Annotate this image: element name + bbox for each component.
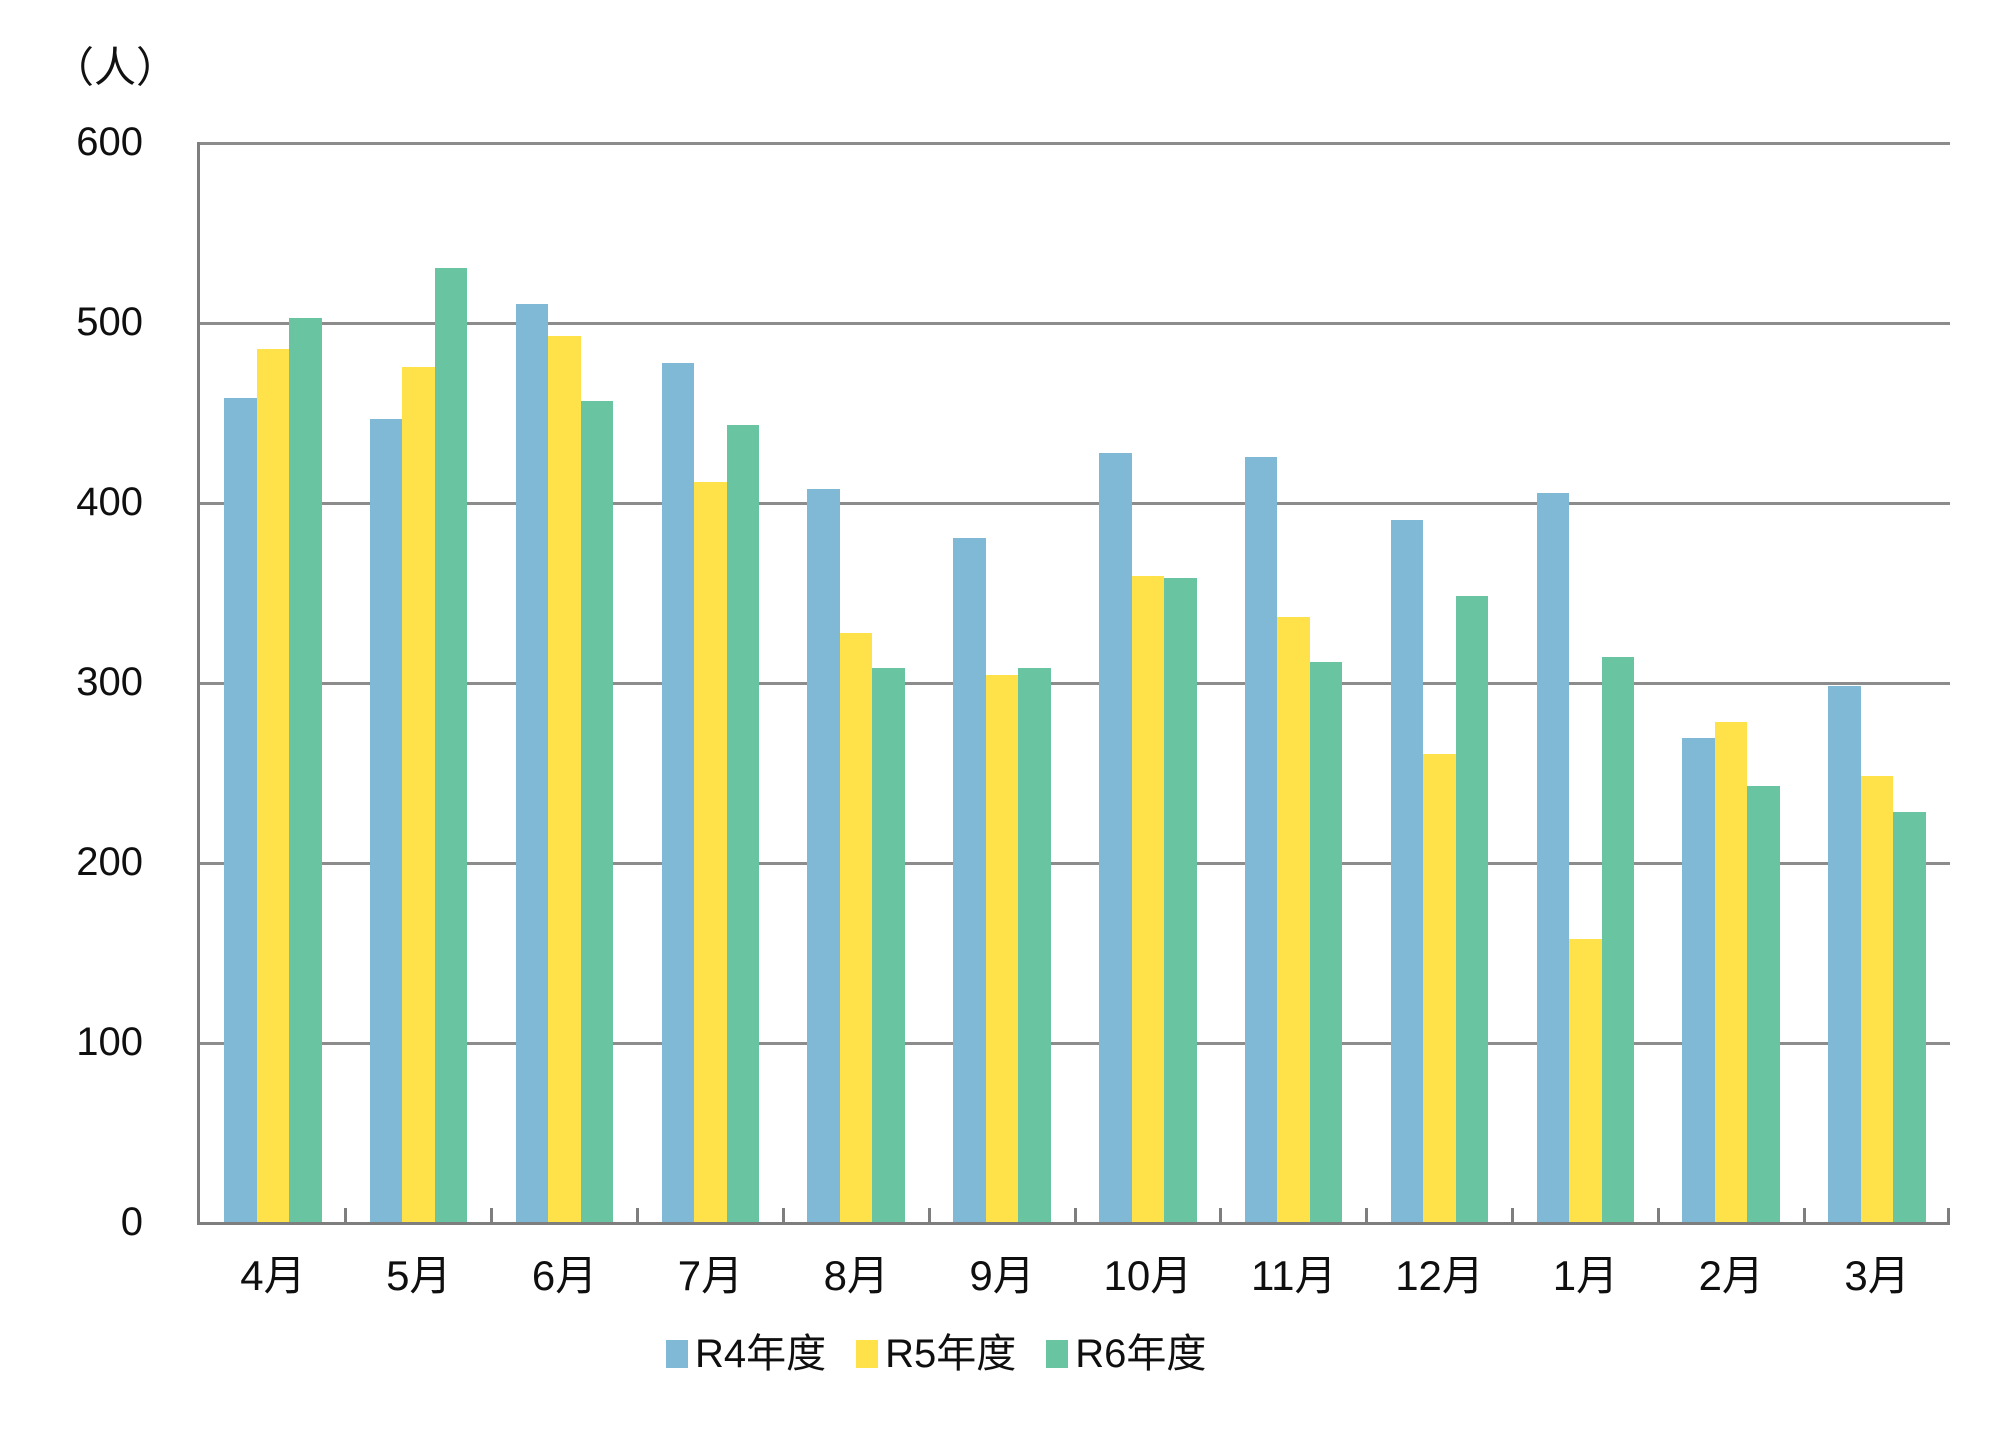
bar-R6年度-4月: [289, 318, 322, 1222]
legend-item-R5年度: R5年度: [856, 1334, 1016, 1374]
bar-R5年度-12月: [1423, 754, 1456, 1222]
bar-group-1月: [1513, 142, 1659, 1222]
bar-R6年度-1月: [1601, 656, 1635, 1222]
bar-R6年度-10月: [1164, 577, 1197, 1222]
bar-group-7月: [638, 142, 784, 1222]
bar-R4年度-1月: [1536, 493, 1570, 1222]
y-tick-label-600: 600: [76, 120, 143, 164]
bar-R6年度-9月: [1018, 667, 1051, 1222]
bar-R5年度-11月: [1277, 617, 1310, 1222]
bar-R4年度-7月: [661, 363, 695, 1222]
bar-R6年度-2月: [1747, 786, 1780, 1222]
gridline-300: [200, 682, 1950, 685]
gridline-100: [200, 1042, 1950, 1045]
x-tick-label-8月: 8月: [823, 1252, 889, 1299]
bar-group-10月: [1075, 142, 1221, 1222]
bar-R6年度-8月: [872, 667, 905, 1222]
gridline-400: [200, 502, 1950, 505]
bar-R6年度-11月: [1309, 662, 1343, 1222]
legend-label: R4年度: [695, 1332, 827, 1376]
gridline-500: [200, 322, 1950, 325]
bar-R6年度-5月: [434, 268, 468, 1222]
plot-area: [197, 142, 1950, 1225]
bar-R5年度-9月: [985, 674, 1019, 1222]
x-axis-tick: [1947, 1208, 1950, 1222]
gridline-200: [200, 862, 1950, 865]
y-tick-label-0: 0: [120, 1200, 143, 1244]
bar-group-6月: [492, 142, 638, 1222]
x-axis-tick: [636, 1208, 639, 1222]
bar-R4年度-3月: [1828, 685, 1861, 1222]
bar-group-5月: [346, 142, 492, 1222]
legend-swatch-icon: [856, 1340, 879, 1368]
legend-swatch-icon: [666, 1340, 688, 1368]
bar-R6年度-3月: [1893, 811, 1926, 1222]
bar-group-2月: [1658, 142, 1804, 1222]
bar-R5年度-1月: [1569, 939, 1602, 1222]
x-tick-label-4月: 4月: [240, 1252, 306, 1299]
bar-R4年度-10月: [1099, 453, 1132, 1222]
x-axis-tick: [781, 1208, 785, 1222]
bar-R4年度-2月: [1682, 737, 1715, 1222]
y-axis-unit-label: （人）: [52, 44, 179, 91]
legend-swatch-icon: [1046, 1340, 1069, 1368]
bar-R5年度-6月: [548, 336, 581, 1222]
legend-item-R6年度: R6年度: [1046, 1334, 1206, 1374]
legend-label: R5年度: [885, 1332, 1017, 1376]
bar-group-9月: [929, 142, 1075, 1222]
x-tick-label-2月: 2月: [1698, 1252, 1764, 1299]
x-tick-label-11月: 11月: [1250, 1252, 1337, 1299]
bar-R5年度-3月: [1860, 775, 1894, 1222]
x-tick-label-3月: 3月: [1844, 1252, 1910, 1299]
bar-R5年度-5月: [402, 367, 435, 1222]
bar-group-4月: [200, 142, 346, 1222]
x-axis-tick: [1511, 1208, 1514, 1222]
bar-R4年度-9月: [953, 538, 986, 1222]
bar-R4年度-4月: [224, 397, 257, 1222]
x-tick-label-6月: 6月: [531, 1252, 598, 1299]
x-tick-label-1月: 1月: [1552, 1252, 1619, 1299]
bar-R6年度-6月: [580, 401, 614, 1222]
bar-R5年度-7月: [694, 482, 727, 1222]
bar-R4年度-5月: [369, 419, 403, 1222]
x-axis-tick: [1073, 1208, 1077, 1222]
x-tick-label-5月: 5月: [386, 1252, 452, 1299]
x-tick-label-12月: 12月: [1395, 1252, 1484, 1299]
bar-group-8月: [783, 142, 929, 1222]
x-tick-label-7月: 7月: [677, 1252, 744, 1299]
x-axis-tick: [490, 1208, 494, 1222]
bar-R4年度-8月: [807, 489, 840, 1222]
bar-R4年度-6月: [515, 304, 549, 1222]
bar-R5年度-10月: [1131, 575, 1165, 1222]
x-axis-tick: [1365, 1208, 1369, 1222]
bar-group-12月: [1367, 142, 1513, 1222]
bar-R5年度-2月: [1714, 721, 1748, 1222]
x-axis-tick: [1656, 1208, 1660, 1222]
x-axis-tick: [1802, 1208, 1806, 1222]
bar-R6年度-12月: [1455, 595, 1489, 1222]
y-tick-label-500: 500: [76, 300, 143, 344]
x-axis-tick: [927, 1208, 931, 1222]
x-axis-tick: [1219, 1208, 1223, 1222]
chart-legend: R4年度 R5年度 R6年度: [666, 1334, 1206, 1374]
x-axis-tick: [344, 1208, 348, 1222]
legend-item-R4年度: R4年度: [666, 1334, 826, 1374]
x-tick-label-10月: 10月: [1103, 1252, 1193, 1299]
bar-R4年度-12月: [1390, 520, 1424, 1222]
legend-label: R6年度: [1075, 1332, 1207, 1376]
x-tick-label-9月: 9月: [969, 1252, 1035, 1299]
y-tick-label-200: 200: [76, 840, 143, 884]
y-tick-label-400: 400: [76, 480, 143, 524]
y-tick-label-300: 300: [76, 660, 143, 704]
bar-R4年度-11月: [1244, 457, 1278, 1222]
gridline-600: [200, 142, 1950, 145]
bar-R6年度-7月: [726, 424, 760, 1222]
bar-R5年度-8月: [839, 633, 873, 1222]
bar-R5年度-4月: [256, 349, 290, 1222]
bar-group-11月: [1221, 142, 1367, 1222]
y-tick-label-100: 100: [76, 1020, 143, 1064]
bar-group-3月: [1804, 142, 1950, 1222]
